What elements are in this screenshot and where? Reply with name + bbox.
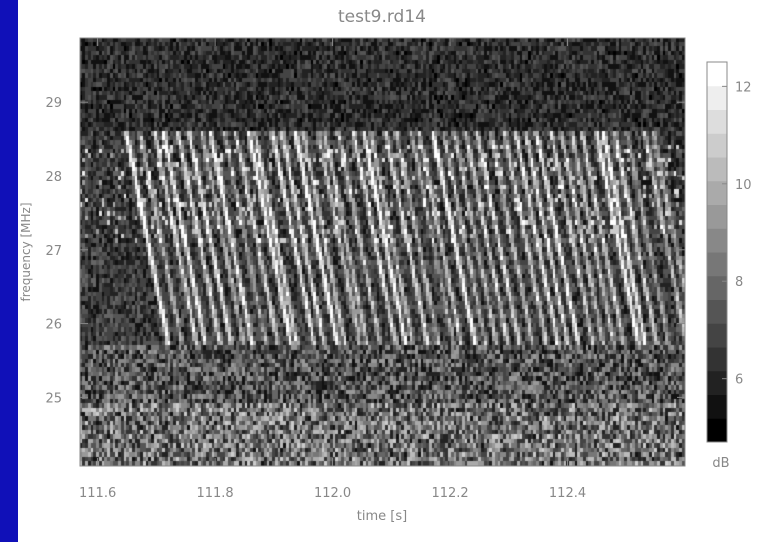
y-tick-label: 28 — [45, 170, 62, 185]
colorbar-segment — [707, 228, 727, 253]
colorbar-segment — [707, 133, 727, 158]
y-tick-label: 26 — [45, 318, 62, 333]
colorbar-segment — [707, 394, 727, 419]
colorbar-segment — [707, 418, 727, 443]
colorbar-tick-label: 6 — [735, 373, 743, 388]
plot-frame — [79, 37, 686, 467]
x-tick-label: 112.2 — [431, 486, 468, 501]
plot-panel: test9.rd14 111.6 111.8 112.0 112.2 112.4 25 26… — [18, 0, 768, 542]
y-tick-label: 25 — [45, 391, 62, 406]
spectrogram-heatmap — [80, 38, 685, 466]
x-axis-label: time [s] — [357, 509, 407, 524]
x-tick-label: 112.0 — [314, 486, 351, 501]
colorbar-tick-label: 10 — [735, 178, 752, 193]
x-tick-label: 112.4 — [549, 486, 586, 501]
colorbar-segment — [707, 323, 727, 348]
colorbar-segment — [707, 275, 727, 300]
colorbar: 6 8 10 12 — [706, 61, 752, 443]
colorbar-tick-label: 8 — [735, 275, 743, 290]
spectrogram-chart: test9.rd14 111.6 111.8 112.0 112.2 112.4 25 26… — [19, 7, 752, 524]
colorbar-segment — [707, 109, 727, 134]
colorbar-segment — [707, 370, 727, 395]
colorbar-segment — [707, 204, 727, 229]
colorbar-segment — [707, 252, 727, 277]
x-tick-label: 111.6 — [79, 486, 116, 501]
colorbar-segment — [707, 85, 727, 110]
heatmap-image — [80, 38, 685, 466]
chart-title: test9.rd14 — [338, 7, 426, 27]
colorbar-frame — [706, 61, 728, 443]
colorbar-segment — [707, 157, 727, 182]
y-tick-label: 29 — [45, 96, 62, 111]
colorbar-tick-label: 12 — [735, 80, 752, 95]
axis-ticks: 111.6 111.8 112.0 112.2 112.4 25 26 27 28 29 — [45, 38, 685, 501]
x-tick-label: 111.8 — [196, 486, 233, 501]
y-tick-label: 27 — [45, 244, 62, 259]
colorbar-label: dB — [712, 456, 729, 471]
y-axis-label: frequency [MHz] — [19, 202, 33, 301]
colorbar-segment — [707, 62, 727, 87]
colorbar-segment — [707, 299, 727, 324]
colorbar-segment — [707, 347, 727, 372]
colorbar-segment — [707, 180, 727, 205]
